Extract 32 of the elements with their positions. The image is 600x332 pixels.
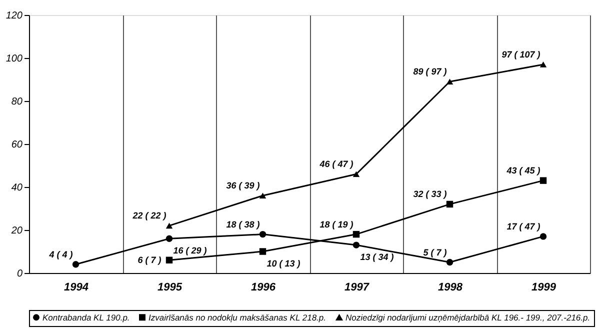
y-tick-label: 120 bbox=[6, 10, 23, 22]
y-tick-label: 100 bbox=[6, 54, 23, 64]
data-label: 4 ( 4 ) bbox=[48, 249, 73, 260]
legend-label: Izvairīšanās no nodokļu maksāšanas KL 218.p. bbox=[148, 312, 326, 322]
data-label: 18 ( 38 ) bbox=[226, 219, 260, 230]
y-tick-label: 80 bbox=[11, 96, 23, 108]
data-label: 43 ( 45 ) bbox=[506, 166, 540, 176]
y-tick-label: 60 bbox=[11, 140, 23, 150]
data-label: 97 ( 107 ) bbox=[502, 49, 540, 60]
x-tick-label: 1999 bbox=[532, 282, 557, 294]
y-tick-label: 20 bbox=[10, 226, 23, 236]
x-tick-label: 1998 bbox=[438, 282, 464, 294]
data-label: 6 ( 7 ) bbox=[138, 255, 162, 266]
legend-label: Kontrabanda KL 190.p. bbox=[42, 312, 130, 322]
y-tick-label: 40 bbox=[11, 182, 23, 194]
x-tick-label: 1994 bbox=[64, 282, 88, 294]
data-label: 5 ( 7 ) bbox=[423, 247, 447, 258]
data-label: 13 ( 34 ) bbox=[360, 252, 394, 262]
x-tick-label: 1997 bbox=[344, 282, 370, 294]
data-label: 17 ( 47 ) bbox=[506, 221, 540, 232]
legend-label: Noziedzīgi nodarījumi uzņēmējdarbībā KL 196.- 199., 207.-216.p. bbox=[346, 312, 590, 323]
data-label: 10 ( 13 ) bbox=[266, 258, 300, 268]
x-tick-label: 1995 bbox=[158, 282, 183, 294]
data-label: 32 ( 33 ) bbox=[413, 189, 447, 200]
y-tick-label: 0 bbox=[16, 268, 23, 280]
data-label: 46 ( 47 ) bbox=[318, 159, 354, 170]
data-label: 16 ( 29 ) bbox=[173, 246, 207, 256]
data-label: 18 ( 19 ) bbox=[320, 219, 354, 230]
x-tick-label: 1996 bbox=[251, 282, 276, 294]
data-label: 22 ( 22 ) bbox=[132, 210, 166, 221]
data-label: 36 ( 39 ) bbox=[226, 180, 260, 191]
data-label: 89 ( 97 ) bbox=[413, 66, 447, 77]
